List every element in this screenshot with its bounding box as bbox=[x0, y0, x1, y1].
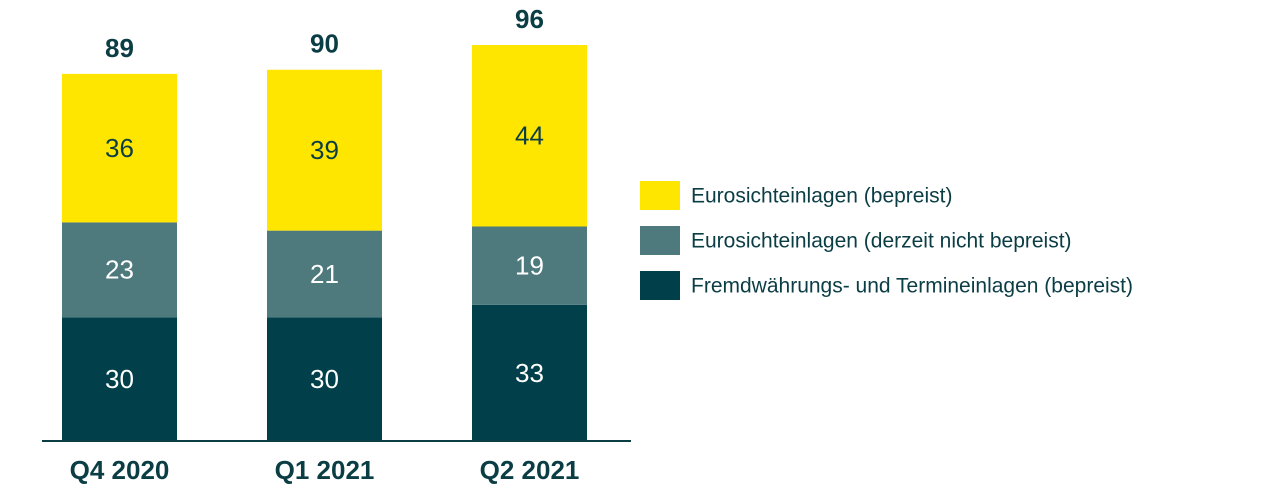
value-label: 30 bbox=[310, 364, 339, 394]
bar-segment bbox=[267, 230, 382, 318]
legend-label: Eurosichteinlagen (bepreist) bbox=[691, 185, 952, 208]
value-label: 39 bbox=[310, 135, 339, 165]
legend-label: Fremdwährungs- und Termineinlagen (bepre… bbox=[691, 275, 1133, 298]
total-label: 89 bbox=[105, 33, 134, 63]
legend-swatch bbox=[640, 271, 680, 300]
value-label: 30 bbox=[105, 364, 134, 394]
bar-segment bbox=[267, 69, 382, 231]
bar-segment bbox=[62, 73, 177, 223]
value-label: 23 bbox=[105, 255, 134, 285]
value-label: 44 bbox=[515, 121, 544, 151]
bar-segment bbox=[472, 45, 587, 227]
bar-segment bbox=[267, 317, 382, 441]
total-label: 96 bbox=[515, 4, 544, 34]
bar-segment bbox=[62, 222, 177, 318]
value-label: 19 bbox=[515, 251, 544, 281]
value-label: 33 bbox=[515, 358, 544, 388]
bar-segment bbox=[472, 304, 587, 441]
x-tick-label: Q4 2020 bbox=[70, 455, 170, 485]
x-tick-label: Q2 2021 bbox=[480, 455, 580, 485]
total-label: 90 bbox=[310, 29, 339, 59]
value-label: 36 bbox=[105, 133, 134, 163]
bar-segment bbox=[62, 317, 177, 441]
bar-segment bbox=[472, 226, 587, 305]
legend-swatch bbox=[640, 226, 680, 255]
legend-swatch bbox=[640, 181, 680, 210]
value-label: 21 bbox=[310, 259, 339, 289]
x-tick-label: Q1 2021 bbox=[275, 455, 375, 485]
legend-label: Eurosichteinlagen (derzeit nicht bepreis… bbox=[691, 230, 1072, 253]
